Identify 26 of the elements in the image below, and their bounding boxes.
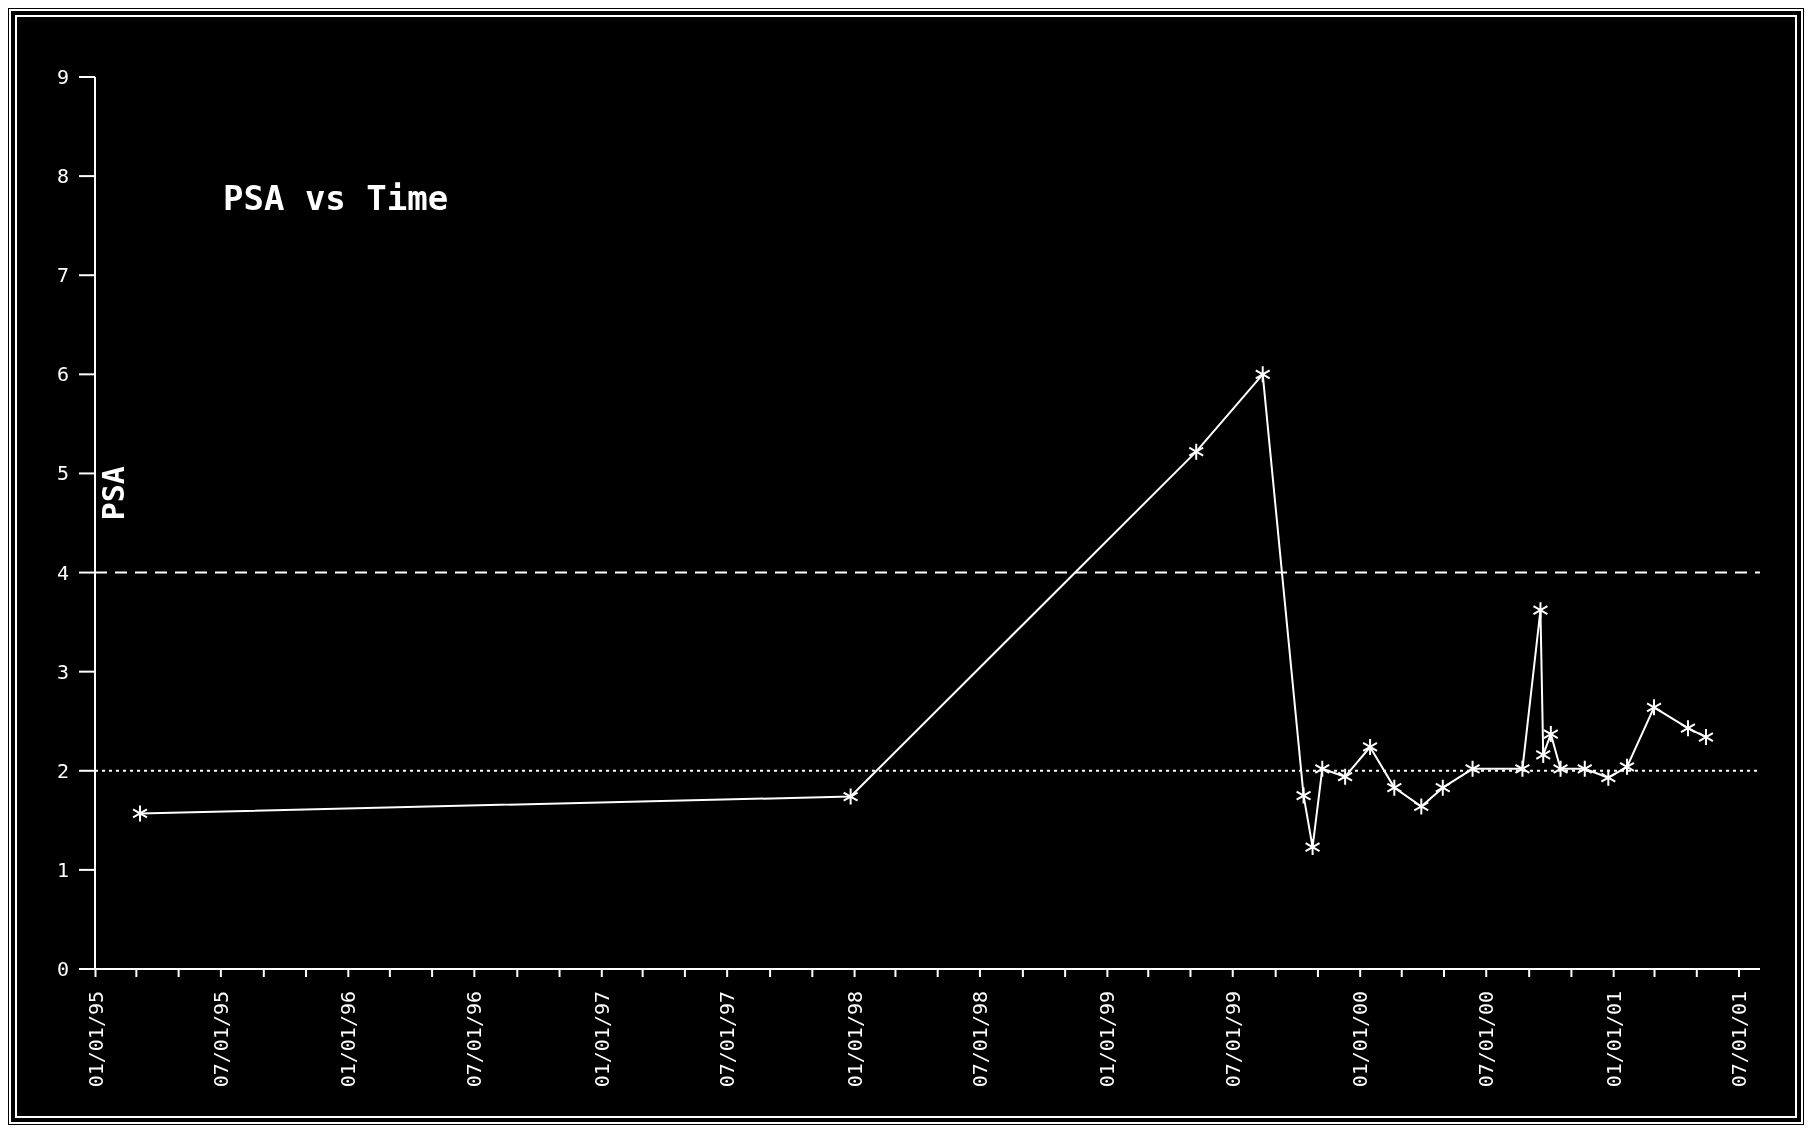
y-tick-label: 9 (56, 65, 70, 89)
x-tick-label: 07/01/99 (1220, 991, 1245, 1088)
y-tick-label: 3 (56, 659, 70, 684)
x-tick-label: 07/01/00 (1474, 991, 1499, 1088)
y-tick-label: 8 (56, 164, 70, 189)
y-axis-title: PSA (95, 466, 131, 521)
x-tick-label: 07/01/96 (462, 991, 487, 1088)
x-tick-label: 01/01/99 (1095, 991, 1120, 1088)
x-tick-label: 01/01/96 (336, 991, 361, 1088)
x-tick-label: 01/01/95 (83, 991, 108, 1088)
x-tick-label: 01/01/97 (589, 991, 614, 1088)
y-tick-label: 2 (56, 758, 70, 783)
x-tick-label: 07/01/01 (1727, 991, 1752, 1088)
y-tick-label: 0 (56, 957, 70, 981)
y-tick-label: 7 (56, 263, 70, 288)
x-tick-label: 01/01/01 (1601, 991, 1626, 1088)
x-tick-label: 07/01/95 (208, 991, 233, 1088)
y-tick-label: 5 (56, 461, 70, 486)
text: PSA vs Time (223, 178, 449, 218)
y-tick-label: 4 (56, 560, 70, 585)
x-tick-label: 01/01/98 (842, 991, 867, 1088)
x-tick-label: 07/01/97 (715, 991, 740, 1088)
x-tick-label: 07/01/98 (967, 991, 992, 1088)
x-tick-label: 01/01/00 (1348, 991, 1373, 1088)
y-tick-label: 6 (56, 362, 70, 387)
y-tick-label: 1 (56, 857, 70, 882)
